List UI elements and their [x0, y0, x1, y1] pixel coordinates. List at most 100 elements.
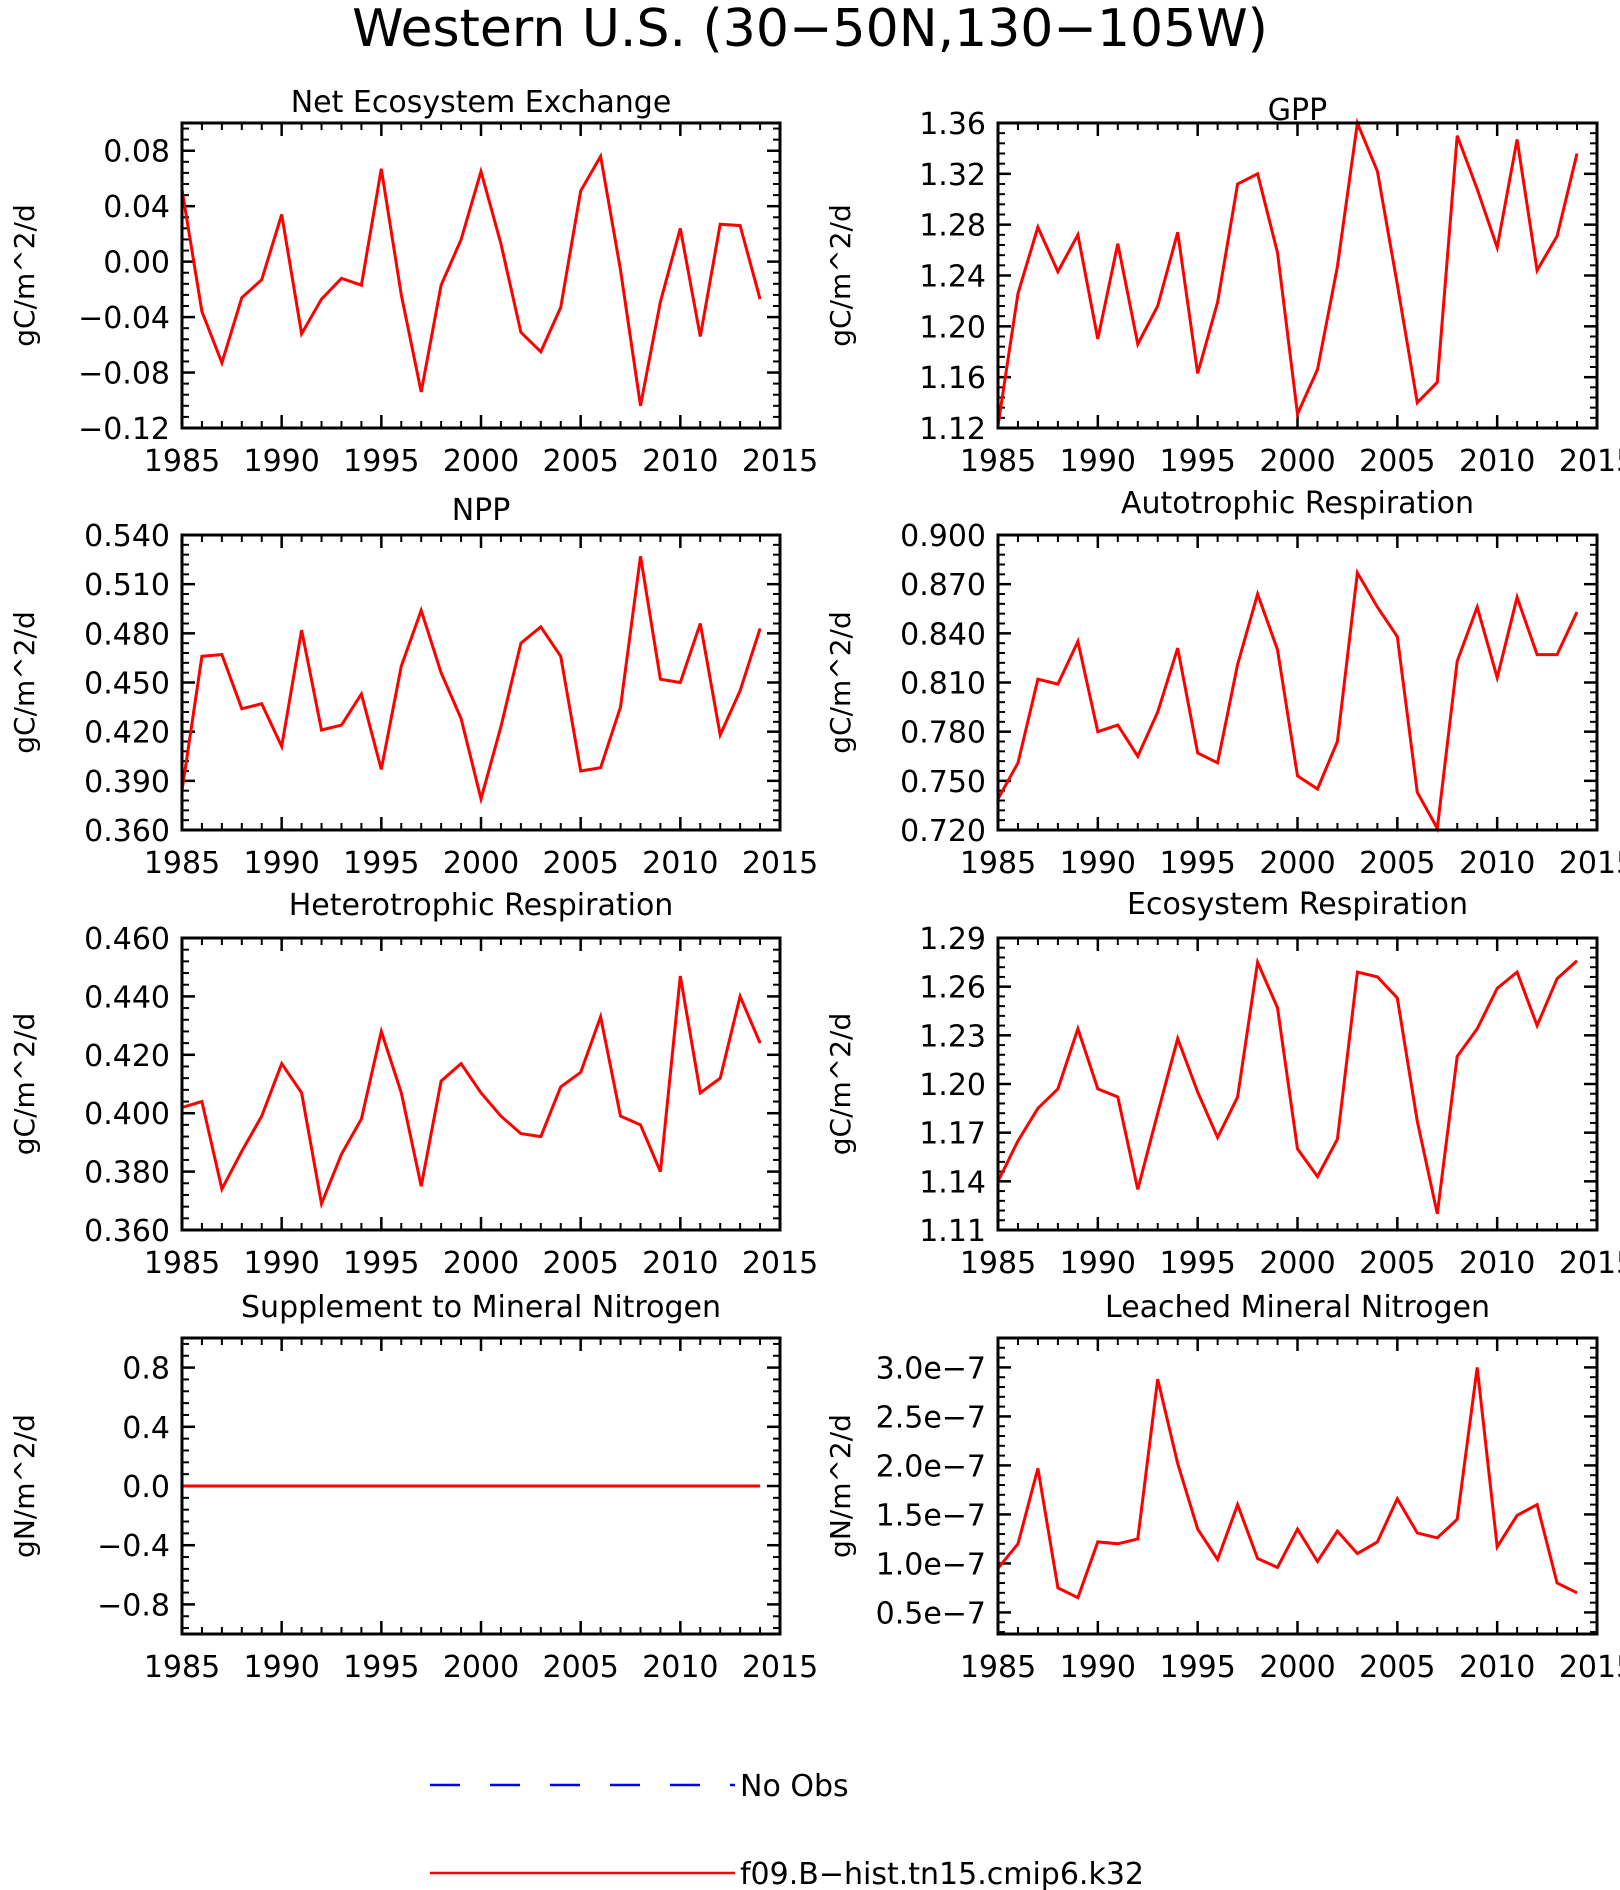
panel-hr: Heterotrophic Respiration gC/m^2/d 1985 199… — [8, 888, 818, 1281]
series-line-npp — [180, 556, 762, 805]
x-tick-label: 2015 — [1559, 444, 1620, 479]
x-tick-label: 2000 — [443, 846, 519, 881]
x-tick-label: 1985 — [144, 846, 220, 881]
y-tick-label: 1.5e−7 — [876, 1498, 986, 1533]
y-tick-label: 0.390 — [84, 765, 170, 800]
y-tick-label: 1.28 — [919, 209, 986, 244]
plot-frame-nee — [180, 121, 782, 430]
y-tick-label: −0.08 — [78, 357, 170, 392]
y-tick-label: 1.14 — [919, 1165, 986, 1200]
x-tick-label: 1995 — [1159, 1246, 1235, 1281]
x-tick-label: 2010 — [642, 1246, 718, 1281]
figure-title: Western U.S. (30−50N,130−105W) — [352, 0, 1268, 59]
legend: No Obs f09.B−hist.tn15.cmip6.k32 — [430, 1769, 1144, 1890]
y-tick-label: −0.04 — [78, 301, 170, 336]
y-tick-label: 0.420 — [84, 1039, 170, 1074]
y-tick-label: −0.12 — [78, 412, 170, 447]
x-tick-label: 1995 — [343, 846, 419, 881]
x-tick-label: 1985 — [960, 444, 1036, 479]
y-tick-label: −0.8 — [97, 1588, 170, 1623]
y-tick-label: 0.8 — [122, 1352, 170, 1387]
x-tick-label: 2010 — [642, 846, 718, 881]
x-tick-label: 2010 — [1459, 1650, 1535, 1685]
plot-frame-hr — [180, 936, 782, 1232]
y-tick-label: 2.0e−7 — [876, 1449, 986, 1484]
y-tick-label: 0.360 — [84, 1214, 170, 1249]
x-tick-label: 2005 — [542, 444, 618, 479]
y-axis-label-leach-n: gN/m^2/d — [824, 1414, 857, 1558]
y-tick-label: 0.460 — [84, 922, 170, 957]
y-tick-label: 0.510 — [84, 568, 170, 603]
plot-frame-npp — [180, 533, 782, 832]
y-tick-label: 0.400 — [84, 1097, 170, 1132]
x-tick-label: 1990 — [1060, 444, 1136, 479]
x-tick-label: 1995 — [343, 444, 419, 479]
x-tick-label: 2000 — [1259, 846, 1335, 881]
y-axis-label-ar: gC/m^2/d — [824, 611, 857, 754]
x-tick-label: 1985 — [144, 1246, 220, 1281]
y-tick-label: 0.450 — [84, 667, 170, 702]
x-tick-label: 2015 — [742, 846, 818, 881]
x-tick-label: 1995 — [1159, 444, 1235, 479]
panel-title-npp: NPP — [452, 493, 511, 528]
plot-frame-gpp — [996, 121, 1599, 430]
y-tick-label: 1.17 — [919, 1117, 986, 1152]
x-tick-label: 1990 — [243, 846, 319, 881]
x-tick-label: 1985 — [144, 444, 220, 479]
y-tick-label: 0.08 — [103, 135, 170, 170]
y-axis-label-npp: gC/m^2/d — [8, 611, 41, 754]
panel-title-nee: Net Ecosystem Exchange — [291, 85, 672, 120]
x-tick-label: 2005 — [1359, 846, 1435, 881]
y-tick-label: 0.480 — [84, 617, 170, 652]
y-tick-label: 1.29 — [919, 922, 986, 957]
panel-leach-n: Leached Mineral Nitrogen gN/m^2/d 1985 1990… — [824, 1290, 1620, 1685]
y-axis-label-er: gC/m^2/d — [824, 1013, 857, 1156]
x-tick-label: 1995 — [1159, 846, 1235, 881]
y-tick-label: 0.750 — [900, 765, 986, 800]
x-tick-label: 2000 — [1259, 1246, 1335, 1281]
y-tick-label: 2.5e−7 — [876, 1400, 986, 1435]
x-tick-label: 2010 — [1459, 1246, 1535, 1281]
y-tick-label: 0.380 — [84, 1156, 170, 1191]
legend-no-obs-label: No Obs — [740, 1769, 849, 1804]
x-tick-label: 2005 — [542, 846, 618, 881]
series-line-leach-n — [996, 1367, 1578, 1600]
panel-title-er: Ecosystem Respiration — [1127, 887, 1468, 922]
y-tick-label: 0.870 — [900, 568, 986, 603]
panel-title-ar: Autotrophic Respiration — [1121, 486, 1474, 521]
x-tick-label: 2005 — [1359, 1650, 1435, 1685]
x-tick-label: 2000 — [1259, 1650, 1335, 1685]
panel-npp: NPP gC/m^2/d 1985 1990 1995 2000 2005 2010 2015 0… — [8, 493, 818, 881]
y-tick-label: 0.900 — [900, 519, 986, 554]
x-tick-label: 1995 — [343, 1650, 419, 1685]
x-tick-label: 1995 — [343, 1246, 419, 1281]
y-tick-label: 1.20 — [919, 1068, 986, 1103]
x-tick-label: 2015 — [742, 444, 818, 479]
x-tick-label: 1995 — [1159, 1650, 1235, 1685]
x-tick-label: 2000 — [443, 1650, 519, 1685]
y-tick-label: 0.720 — [900, 814, 986, 849]
y-tick-label: 1.23 — [919, 1019, 986, 1054]
panel-er: Ecosystem Respiration gC/m^2/d 1985 1990 199… — [824, 887, 1620, 1281]
y-tick-label: 1.11 — [919, 1214, 986, 1249]
series-line-hr — [181, 975, 762, 1210]
y-tick-label: 0.440 — [84, 980, 170, 1015]
x-tick-label: 1985 — [960, 1650, 1036, 1685]
panel-gpp: GPPgC/m^2/d19851990199520002005201020151… — [824, 93, 1620, 479]
y-tick-label: 0.420 — [84, 716, 170, 751]
x-tick-label: 2015 — [742, 1650, 818, 1685]
panel-nee: Net Ecosystem Exchange gC/m^2/d 1985 1990 19… — [8, 85, 818, 479]
y-tick-label: 0.00 — [103, 246, 170, 281]
y-tick-label: 1.16 — [919, 361, 986, 396]
y-axis-label-supp-n: gN/m^2/d — [8, 1414, 41, 1558]
x-tick-label: 1990 — [1060, 846, 1136, 881]
y-tick-label: −0.4 — [97, 1529, 170, 1564]
y-tick-label: 0.4 — [122, 1411, 170, 1446]
plot-frame-supp-n — [180, 1336, 782, 1636]
plot-frame-leach-n — [996, 1336, 1599, 1636]
y-tick-label: 0.840 — [900, 617, 986, 652]
y-tick-label: 1.12 — [919, 412, 986, 447]
panel-title-leach-n: Leached Mineral Nitrogen — [1105, 1290, 1490, 1325]
y-tick-label: 1.32 — [919, 158, 986, 193]
y-tick-label: 0.810 — [900, 667, 986, 702]
